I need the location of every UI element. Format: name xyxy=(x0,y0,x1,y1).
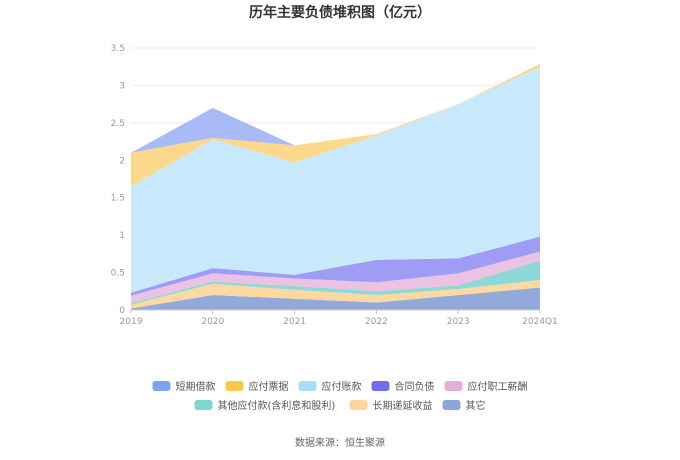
x-tick-label: 2023 xyxy=(447,317,470,327)
legend-swatch xyxy=(298,381,317,391)
legend-swatch xyxy=(371,381,390,391)
y-tick-label: 1 xyxy=(119,231,125,241)
y-tick-label: 3.5 xyxy=(111,44,125,54)
area-3 xyxy=(131,251,540,304)
y-tick-label: 2.5 xyxy=(111,119,125,129)
x-tick-label: 2024Q1 xyxy=(522,317,558,327)
y-tick-label: 0 xyxy=(119,306,125,316)
area-1 xyxy=(131,280,540,309)
legend-swatch xyxy=(349,400,368,410)
legend-swatch xyxy=(194,400,213,410)
y-tick-label: 3 xyxy=(119,81,125,91)
area-series xyxy=(131,63,540,310)
legend-swatch xyxy=(152,381,171,391)
area-5 xyxy=(131,66,540,293)
legend-label: 应付账款 xyxy=(322,380,362,393)
y-tick-label: 0.5 xyxy=(111,269,125,279)
data-source: 数据来源：恒生聚源 xyxy=(295,436,385,449)
area-7 xyxy=(131,63,540,153)
y-axis-ticks: 0 0.5 1 1.5 2 2.5 3 3.5 xyxy=(111,44,126,316)
legend-label: 合同负债 xyxy=(395,380,435,393)
legend-label: 应付职工薪酬 xyxy=(468,380,528,393)
x-axis-ticks: 2019 2020 2021 2022 2023 2024Q1 xyxy=(120,310,558,327)
legend-label: 短期借款 xyxy=(176,380,216,393)
legend-label: 其它 xyxy=(466,399,486,412)
legend-swatch xyxy=(444,381,463,391)
legend-label: 长期递延收益 xyxy=(373,399,433,412)
y-tick-label: 1.5 xyxy=(111,194,125,204)
x-tick-label: 2019 xyxy=(120,317,143,327)
x-tick-label: 2021 xyxy=(283,317,306,327)
area-0 xyxy=(131,287,540,310)
y-tick-label: 2 xyxy=(119,156,125,166)
area-2 xyxy=(131,260,540,305)
area-4 xyxy=(131,236,540,296)
legend-swatch xyxy=(225,381,244,391)
x-tick-label: 2020 xyxy=(201,317,224,327)
chart-title: 历年主要负债堆积图（亿元） xyxy=(249,4,431,21)
legend-swatch xyxy=(442,400,461,410)
legend-label: 应付票据 xyxy=(249,380,289,393)
x-tick-label: 2022 xyxy=(365,317,388,327)
legend-label: 其他应付款(含利息和股利) xyxy=(218,399,336,412)
